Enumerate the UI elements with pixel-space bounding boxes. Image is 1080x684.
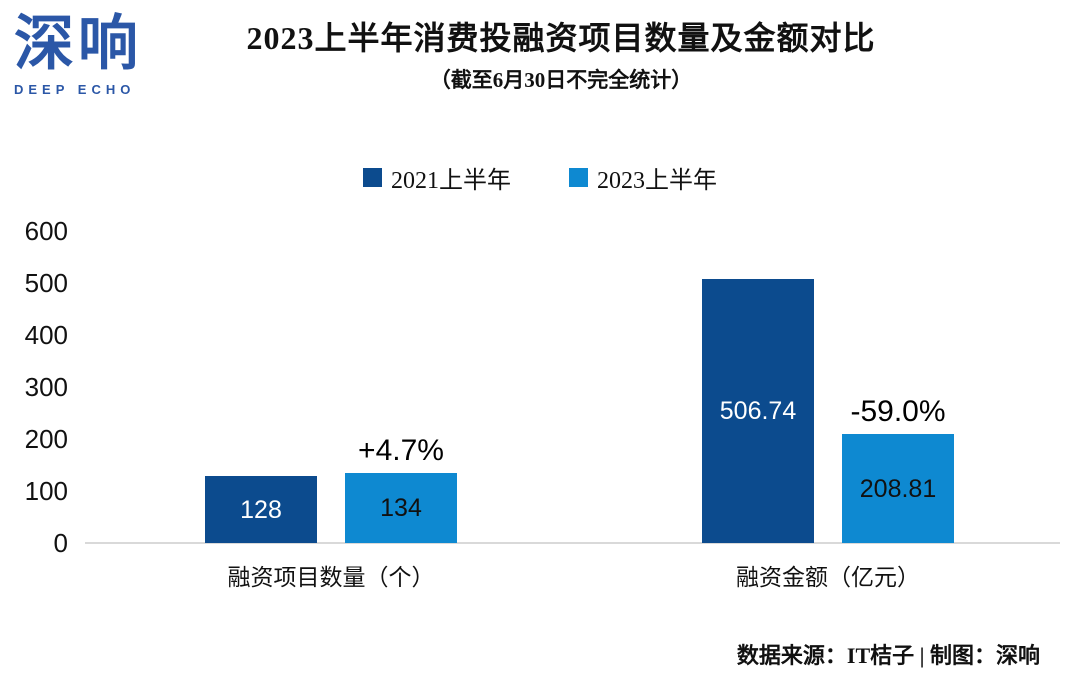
y-axis-tick-label: 0 <box>53 528 68 558</box>
bar-2023上半年-融资项目数量（个） <box>345 473 457 543</box>
bar-value-label: 506.74 <box>719 397 797 426</box>
legend-label-2023: 2023上半年 <box>597 168 717 194</box>
y-axis-tick-label: 200 <box>24 424 68 454</box>
legend-label-2021: 2021上半年 <box>391 168 511 194</box>
chart-subtitle: （截至6月30日不完全统计） <box>429 68 693 92</box>
data-source-credit: 数据来源：IT桔子 | 制图：深响 <box>736 643 1040 668</box>
bar-value-label: 128 <box>240 495 282 524</box>
y-axis-tick-label: 500 <box>24 268 68 298</box>
legend-swatch-2023 <box>569 168 588 187</box>
chart-header: 2023上半年消费投融资项目数量及金额对比 （截至6月30日不完全统计） <box>180 16 942 94</box>
bar-2021上半年-融资项目数量（个） <box>205 476 317 543</box>
deep-echo-logo: 深响 DEEP ECHO <box>14 8 174 97</box>
chart-legend: 2021上半年 2023上半年 <box>0 160 1080 195</box>
x-axis-category-label: 融资金额（亿元） <box>736 565 920 590</box>
bar-value-label: 208.81 <box>859 474 937 503</box>
y-axis-tick-label: 300 <box>24 372 68 402</box>
legend-item-2023: 2023上半年 <box>569 160 717 195</box>
y-axis-tick-label: 400 <box>24 320 68 350</box>
logo-cjk-text: 深响 <box>14 10 142 77</box>
bar-value-label: 134 <box>380 494 422 523</box>
y-axis-tick-label: 600 <box>24 216 68 246</box>
change-percent-label: -59.0% <box>850 395 946 429</box>
bar-2021上半年-融资金额（亿元） <box>702 279 814 543</box>
y-axis-tick-label: 100 <box>24 476 68 506</box>
change-percent-label: +4.7% <box>358 434 444 468</box>
x-axis-category-label: 融资项目数量（个） <box>227 565 435 590</box>
bar-2023上半年-融资金额（亿元） <box>842 434 954 543</box>
logo-en-text: DEEP ECHO <box>14 82 136 97</box>
chart-title: 2023上半年消费投融资项目数量及金额对比 <box>246 20 876 56</box>
legend-swatch-2021 <box>363 168 382 187</box>
x-axis-line <box>85 542 1060 544</box>
legend-item-2021: 2021上半年 <box>363 160 511 195</box>
